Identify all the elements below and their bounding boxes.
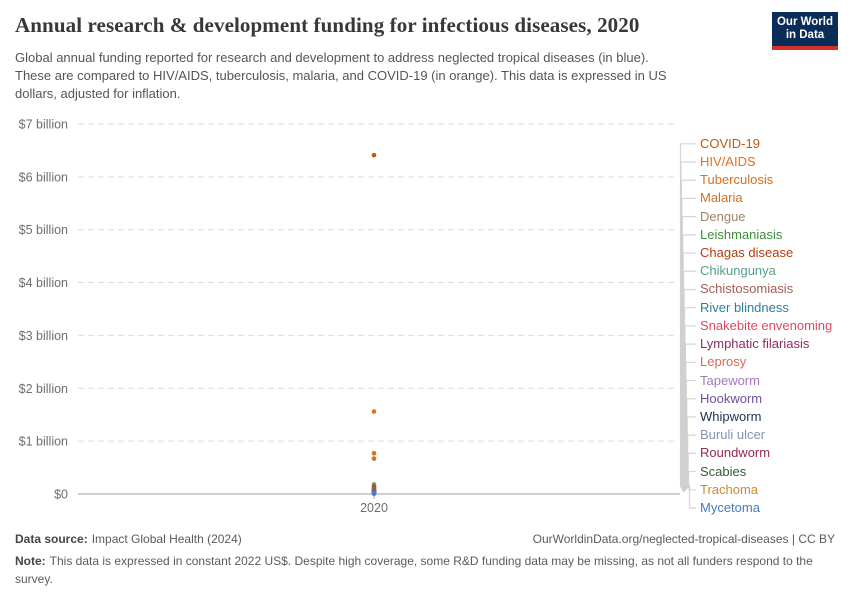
- legend-item-roundworm[interactable]: Roundworm: [700, 445, 771, 461]
- footer: Data source: Impact Global Health (2024) …: [15, 532, 835, 546]
- legend-connector-mycetoma: [683, 484, 696, 509]
- data-source-value: Impact Global Health (2024): [91, 532, 242, 546]
- legend-item-malaria[interactable]: Malaria: [700, 190, 743, 206]
- legend-item-leishmaniasis[interactable]: Leishmaniasis: [700, 226, 783, 242]
- legend-item-whipworm[interactable]: Whipworm: [700, 408, 762, 424]
- subtitle-line-2: These are compared to HIV/AIDS, tubercul…: [15, 68, 667, 83]
- legend-item-tapeworm[interactable]: Tapeworm: [700, 372, 760, 388]
- owid-logo-box: Our World in Data: [772, 12, 838, 46]
- footer-url[interactable]: OurWorldinData.org/neglected-tropical-di…: [532, 532, 835, 546]
- data-point-mycetoma[interactable]: [371, 491, 377, 497]
- legend-item-hookworm[interactable]: Hookworm: [700, 390, 763, 406]
- legend-item-leprosy[interactable]: Leprosy: [700, 354, 747, 370]
- footer-note-text: This data is expressed in constant 2022 …: [15, 554, 813, 586]
- legend-item-tuberculosis[interactable]: Tuberculosis: [700, 172, 774, 188]
- data-point-tuberculosis[interactable]: [371, 450, 377, 456]
- page-title: Annual research & development funding fo…: [15, 13, 640, 37]
- legend-item-trachoma[interactable]: Trachoma: [700, 481, 759, 497]
- subtitle-line-3: dollars, adjusted for inflation.: [15, 86, 181, 101]
- page-subtitle: Global annual funding reported for resea…: [15, 49, 765, 103]
- legend-item-snakebite-envenoming[interactable]: Snakebite envenoming: [700, 317, 833, 333]
- owid-logo[interactable]: Our World in Data: [772, 12, 838, 50]
- legend-item-mycetoma[interactable]: Mycetoma: [700, 500, 760, 515]
- footer-note-label: Note:: [15, 554, 46, 568]
- data-source-label: Data source:: [15, 532, 88, 546]
- legend-item-lymphatic-filariasis[interactable]: Lymphatic filariasis: [700, 336, 810, 352]
- data-source: Data source: Impact Global Health (2024): [15, 532, 242, 546]
- y-axis-tick-label: $3 billion: [19, 329, 68, 343]
- data-point-covid-19[interactable]: [371, 152, 377, 158]
- y-axis-tick-label: $7 billion: [19, 117, 68, 131]
- legend-item-scabies[interactable]: Scabies: [700, 463, 747, 479]
- legend-item-covid-19[interactable]: COVID-19: [700, 135, 760, 151]
- x-axis-label: 2020: [360, 501, 388, 515]
- subtitle-line-1: Global annual funding reported for resea…: [15, 50, 649, 65]
- legend-item-hiv-aids[interactable]: HIV/AIDS: [700, 154, 756, 169]
- y-axis-tick-label: $2 billion: [19, 382, 68, 396]
- y-axis-tick-label: $5 billion: [19, 223, 68, 237]
- legend-item-chikungunya[interactable]: Chikungunya: [700, 263, 776, 279]
- legend-item-river-blindness[interactable]: River blindness: [700, 299, 789, 315]
- owid-logo-line1: Our World: [776, 16, 833, 28]
- data-point-hiv-aids[interactable]: [371, 409, 377, 414]
- data-point-malaria[interactable]: [371, 456, 377, 461]
- legend-item-buruli-ulcer[interactable]: Buruli ulcer: [700, 427, 766, 443]
- owid-logo-accent-bar: [772, 46, 838, 50]
- legend-item-dengue[interactable]: Dengue: [700, 208, 746, 224]
- footer-note: Note: This data is expressed in constant …: [15, 552, 815, 588]
- y-axis-tick-label: $4 billion: [19, 276, 68, 290]
- legend-item-chagas-disease[interactable]: Chagas disease: [700, 245, 794, 261]
- owid-logo-line2: in Data: [785, 29, 825, 41]
- y-axis-tick-label: $0: [54, 488, 68, 502]
- legend-item-schistosomiasis[interactable]: Schistosomiasis: [700, 281, 794, 297]
- y-axis-tick-label: $6 billion: [19, 170, 68, 184]
- y-axis-tick-label: $1 billion: [19, 435, 68, 449]
